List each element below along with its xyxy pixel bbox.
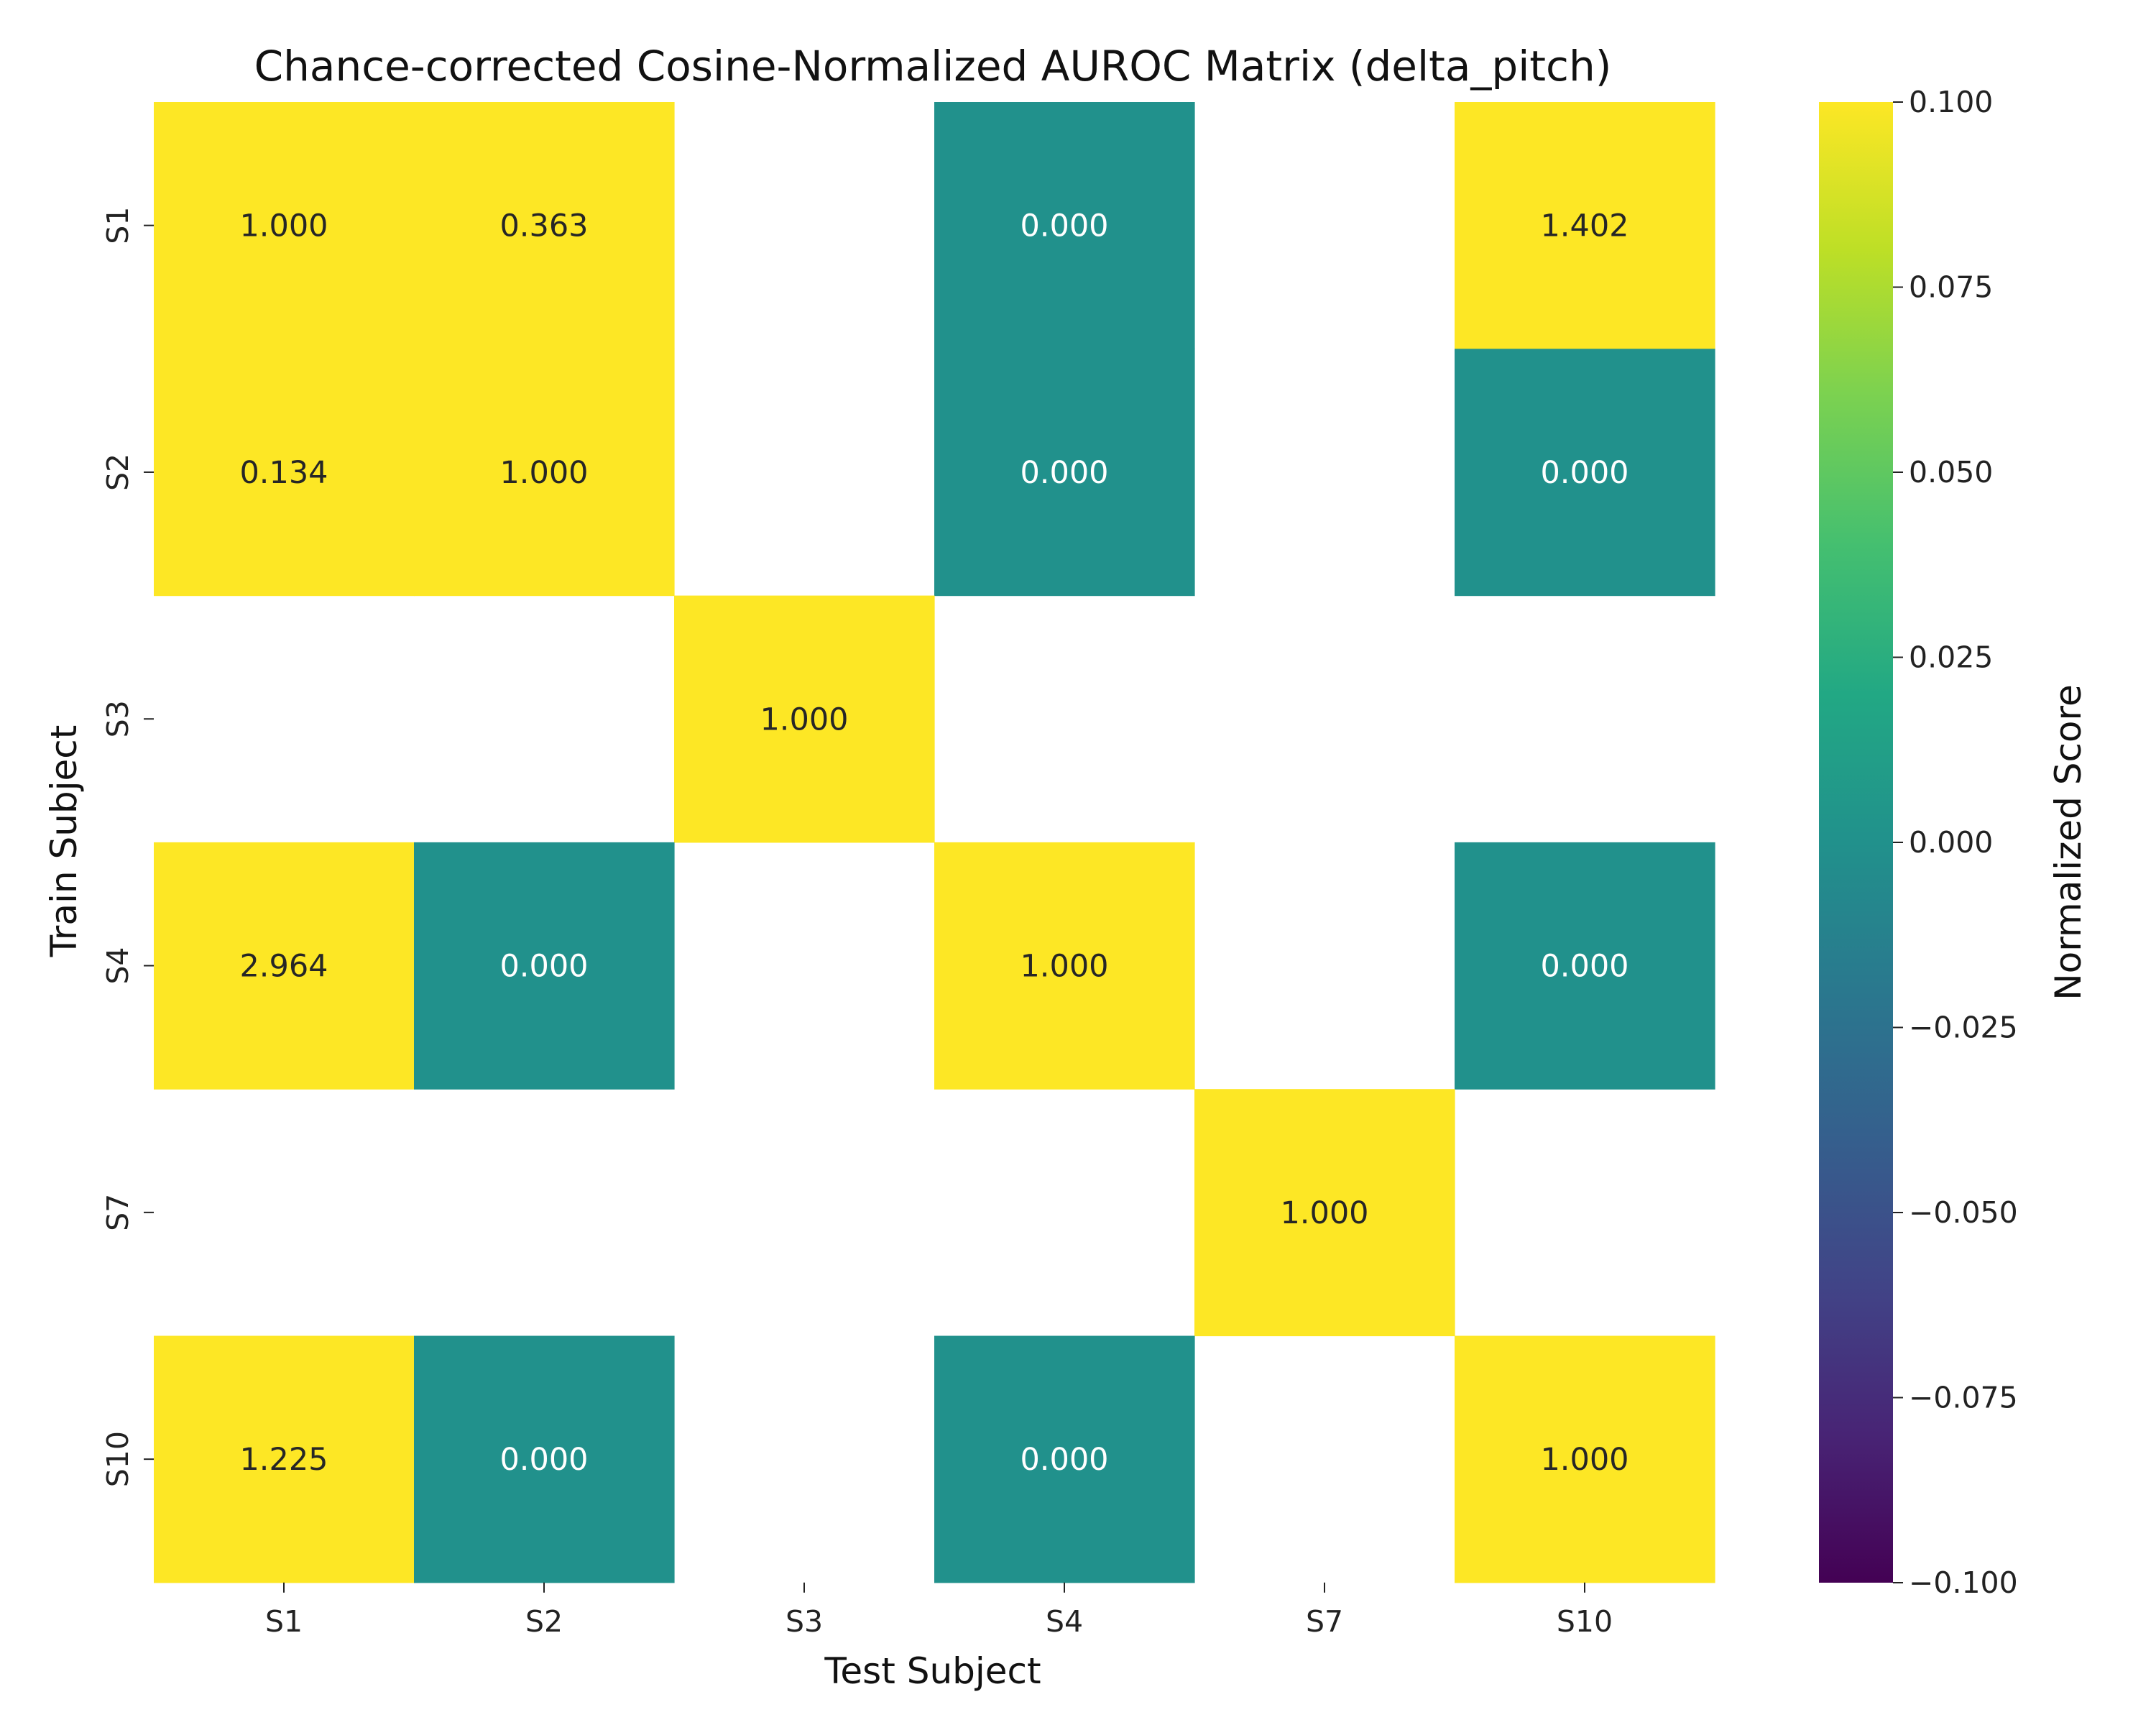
y-axis: S1 S2 S3 S4 S7 S10	[101, 207, 154, 1487]
x-axis: S1 S2 S3 S4 S7 S10	[265, 1582, 1613, 1639]
x-tick-label: S4	[1046, 1604, 1083, 1639]
colorbar-label: Normalized Score	[2047, 684, 2089, 1000]
heatmap-cell	[934, 349, 1195, 597]
colorbar-tick-label: 0.050	[1909, 455, 1993, 489]
cell-value-label: 0.363	[499, 208, 588, 244]
cell-value-label: 0.000	[1540, 455, 1628, 491]
heatmap-cell	[934, 1335, 1195, 1583]
cell-value-label: 0.000	[1020, 208, 1108, 244]
heatmap-cell	[414, 842, 675, 1090]
y-tick-label: S4	[101, 947, 135, 984]
heatmap-cell	[414, 102, 675, 349]
cell-value-label: 0.000	[1020, 1442, 1108, 1478]
colorbar-tick-label: −0.075	[1909, 1381, 2018, 1415]
cell-value-label: 1.000	[1280, 1195, 1368, 1231]
heatmap-cell	[934, 842, 1195, 1090]
heatmap-cell	[1455, 842, 1715, 1090]
colorbar-tick-label: −0.025	[1909, 1011, 2018, 1045]
colorbar-tick-label: −0.100	[1909, 1565, 2018, 1600]
y-tick-label: S10	[101, 1431, 135, 1487]
cell-value-label: 1.402	[1540, 208, 1628, 244]
cell-value-label: 1.000	[1540, 1442, 1628, 1478]
cell-value-label: 1.000	[239, 208, 328, 244]
heatmap-cell	[934, 102, 1195, 349]
y-tick-label: S2	[101, 454, 135, 491]
heatmap-cell-labels: 1.000 0.363 0.000 1.402 0.134 1.000 0.000 0.000…	[239, 208, 1628, 1478]
heatmap-cells	[154, 102, 1715, 1583]
cell-value-label: 0.000	[1540, 949, 1628, 985]
heatmap-cell	[1194, 1089, 1455, 1337]
heatmap-cell	[674, 595, 935, 843]
heatmap-cell	[154, 102, 415, 349]
colorbar-tick-label: 0.100	[1909, 85, 1993, 119]
heatmap-cell	[1455, 349, 1715, 597]
cell-value-label: 0.000	[499, 1442, 588, 1478]
x-tick-label: S7	[1306, 1604, 1343, 1639]
y-tick-label: S3	[101, 700, 135, 737]
heatmap-cell	[154, 349, 415, 597]
cell-value-label: 0.000	[499, 949, 588, 985]
cell-value-label: 1.000	[499, 455, 588, 491]
heatmap-cell	[154, 842, 415, 1090]
heatmap-cell	[1455, 102, 1715, 349]
x-axis-title: Test Subject	[824, 1650, 1041, 1692]
heatmap-cell	[414, 349, 675, 597]
cell-value-label: 0.000	[1020, 455, 1108, 491]
x-tick-label: S10	[1557, 1604, 1613, 1639]
x-tick-label: S1	[265, 1604, 303, 1639]
y-tick-label: S7	[101, 1194, 135, 1231]
x-tick-label: S3	[786, 1604, 823, 1639]
heatmap-cell	[414, 1335, 675, 1583]
colorbar-tick-label: 0.025	[1909, 640, 1993, 675]
cell-value-label: 1.000	[760, 702, 848, 737]
colorbar-gradient	[1819, 102, 1893, 1583]
cell-value-label: 2.964	[239, 949, 328, 985]
colorbar: 0.100 0.075 0.050 0.025 0.000 −0.025 −0.050 −0.…	[1819, 85, 2089, 1600]
colorbar-tick-label: −0.050	[1909, 1195, 2018, 1230]
colorbar-ticks: 0.100 0.075 0.050 0.025 0.000 −0.025 −0.050 −0.…	[1893, 85, 2018, 1600]
cell-value-label: 0.134	[239, 455, 328, 491]
heatmap-cell	[1455, 1335, 1715, 1583]
cell-value-label: 1.000	[1020, 949, 1108, 985]
y-axis-title: Train Subject	[43, 725, 85, 958]
heatmap-cell	[154, 1335, 415, 1583]
x-tick-label: S2	[525, 1604, 563, 1639]
y-tick-label: S1	[101, 207, 135, 244]
cell-value-label: 1.225	[239, 1442, 328, 1478]
colorbar-tick-label: 0.000	[1909, 825, 1993, 860]
chart-title: Chance-corrected Cosine-Normalized AUROC…	[254, 42, 1612, 91]
colorbar-tick-label: 0.075	[1909, 270, 1993, 305]
